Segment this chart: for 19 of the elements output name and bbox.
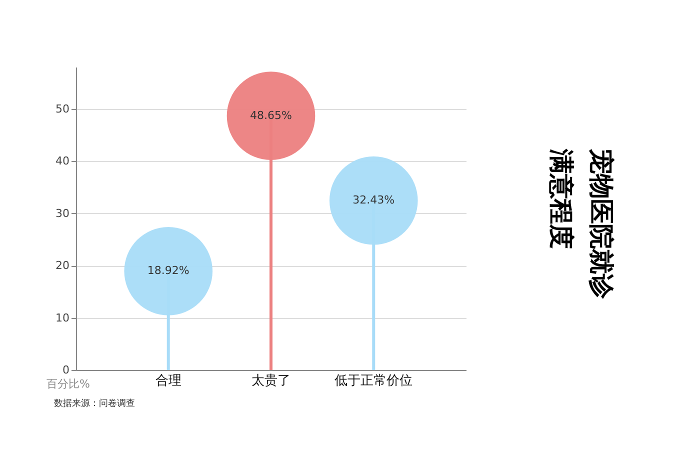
data-label: 32.43% <box>352 194 395 207</box>
point <box>124 227 213 316</box>
y-tick-label: 40 <box>56 154 70 168</box>
point <box>226 72 316 160</box>
y-tick-label: 10 <box>56 311 70 324</box>
point <box>329 156 418 245</box>
y-tick-label: 50 <box>56 102 70 116</box>
text: 满意程度 <box>547 148 576 249</box>
y-tick-label: 20 <box>56 259 70 272</box>
x-tick-label: 合理 <box>155 374 182 388</box>
source-note: 数据来源：问卷调查 <box>54 398 135 409</box>
x-tick-label: 太贵了 <box>252 374 290 388</box>
y-tick-label: 30 <box>56 206 70 220</box>
data-label: 48.65% <box>250 108 292 122</box>
data-label: 18.92% <box>147 264 190 278</box>
text: 宠物医院就诊 <box>587 148 616 300</box>
y-axis-title: 百分比% <box>46 378 90 390</box>
y-tick-label: 0 <box>62 364 70 376</box>
x-tick-label: 低于正常价位 <box>334 374 413 388</box>
